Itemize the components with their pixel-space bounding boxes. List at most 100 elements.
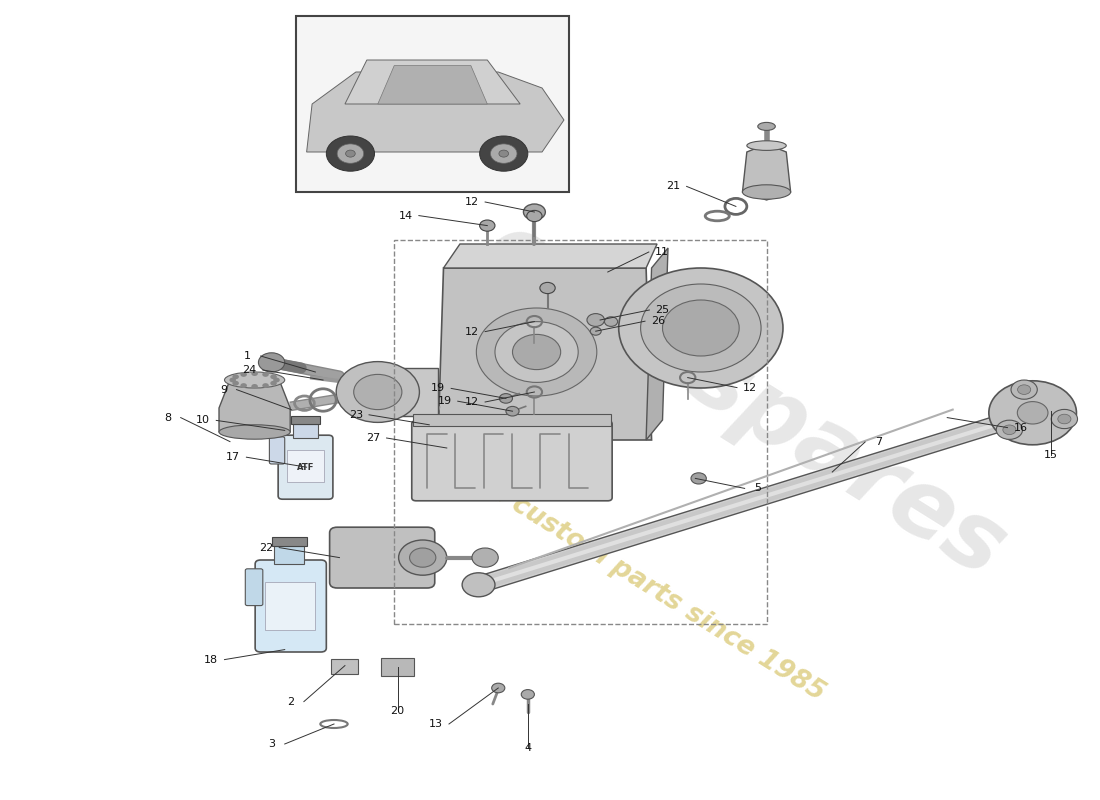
Text: 12: 12 [465,197,478,207]
Circle shape [1058,414,1071,424]
Circle shape [241,372,246,377]
Text: 12: 12 [744,382,757,393]
Bar [412,414,610,426]
Text: 23: 23 [349,410,363,420]
Polygon shape [394,368,438,416]
FancyBboxPatch shape [255,560,327,652]
Circle shape [1011,380,1037,399]
Text: ATF: ATF [297,462,315,472]
Circle shape [262,383,268,388]
Circle shape [273,378,279,382]
Circle shape [480,136,528,171]
Circle shape [662,300,739,356]
Circle shape [521,690,535,699]
Polygon shape [307,72,564,152]
Text: 16: 16 [1013,422,1027,433]
Bar [331,659,359,674]
Bar [296,16,570,192]
Polygon shape [742,144,791,200]
Text: a custom parts since 1985: a custom parts since 1985 [484,478,829,706]
Polygon shape [646,248,668,440]
FancyBboxPatch shape [270,437,285,464]
Circle shape [491,144,517,163]
Circle shape [232,374,239,379]
Polygon shape [345,60,520,104]
Circle shape [1018,385,1031,394]
Bar [265,582,316,630]
Circle shape [524,204,546,220]
Text: 18: 18 [205,654,219,665]
Ellipse shape [224,372,285,388]
Bar [274,546,305,564]
Ellipse shape [219,425,290,439]
Text: 12: 12 [465,397,478,407]
Text: 26: 26 [651,316,666,326]
Text: 11: 11 [654,247,669,257]
Text: 17: 17 [227,452,240,462]
Text: 25: 25 [656,305,670,315]
Ellipse shape [747,141,786,150]
Text: 12: 12 [465,326,478,337]
Circle shape [338,144,364,163]
Circle shape [605,317,617,326]
Text: 15: 15 [1044,450,1058,460]
Text: 7: 7 [874,437,882,447]
Circle shape [492,683,505,693]
Circle shape [271,374,277,379]
FancyBboxPatch shape [278,435,333,499]
Bar [272,537,307,546]
Circle shape [345,150,355,157]
Bar [292,416,320,424]
Circle shape [409,548,436,567]
Circle shape [480,220,495,231]
Text: 21: 21 [667,182,681,191]
Polygon shape [377,66,487,104]
Circle shape [271,381,277,386]
Text: 19: 19 [431,383,446,394]
Polygon shape [443,244,657,268]
Circle shape [499,150,508,157]
Circle shape [540,282,556,294]
Circle shape [1003,425,1016,434]
Text: 9: 9 [220,385,227,394]
Circle shape [989,381,1077,445]
Circle shape [691,473,706,484]
Text: 2: 2 [287,697,295,706]
Circle shape [232,381,239,386]
Text: eurospares: eurospares [466,202,1022,598]
Text: 14: 14 [398,210,412,221]
Circle shape [513,334,561,370]
Text: 20: 20 [390,706,405,716]
Text: 10: 10 [196,415,210,426]
Circle shape [591,327,602,335]
Polygon shape [438,268,651,440]
Bar [381,658,414,676]
Text: 5: 5 [755,483,761,494]
Circle shape [506,406,519,416]
FancyBboxPatch shape [330,527,434,588]
Circle shape [462,573,495,597]
Text: 27: 27 [366,433,381,443]
Circle shape [230,378,236,382]
Text: 24: 24 [243,365,256,375]
Circle shape [997,420,1023,439]
Text: 19: 19 [438,396,452,406]
Circle shape [499,394,513,403]
Text: 1: 1 [244,351,251,361]
Circle shape [251,384,257,389]
Polygon shape [219,380,290,432]
Circle shape [495,322,579,382]
Bar [287,450,324,482]
Circle shape [337,362,419,422]
Circle shape [258,353,285,372]
Circle shape [251,371,257,376]
Text: 13: 13 [429,719,443,729]
Circle shape [640,284,761,372]
Text: 8: 8 [164,413,172,422]
Bar [294,424,318,438]
Circle shape [354,374,402,410]
Text: 4: 4 [525,743,531,753]
Circle shape [618,268,783,388]
Circle shape [398,540,447,575]
FancyBboxPatch shape [411,421,612,501]
